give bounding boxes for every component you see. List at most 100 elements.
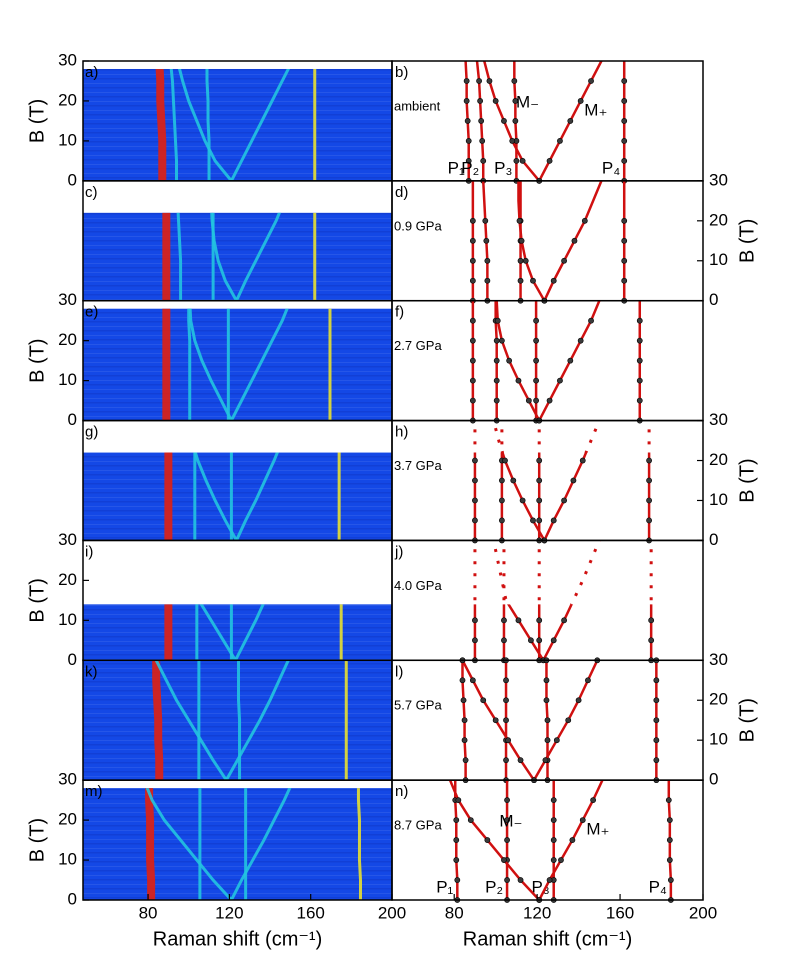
data-point bbox=[530, 517, 536, 524]
data-point bbox=[516, 217, 523, 224]
x-tick-label: 200 bbox=[378, 903, 406, 922]
data-point bbox=[464, 118, 471, 124]
y-tick-label: 20 bbox=[709, 450, 728, 469]
data-point bbox=[493, 337, 500, 344]
y-tick-label: 20 bbox=[58, 90, 77, 109]
x-tick-label: 120 bbox=[523, 903, 551, 922]
data-point bbox=[504, 837, 510, 843]
data-point bbox=[486, 78, 493, 84]
data-point bbox=[480, 157, 487, 164]
data-point bbox=[536, 457, 543, 464]
data-point bbox=[484, 837, 491, 843]
data-point bbox=[511, 78, 518, 84]
data-point bbox=[653, 717, 660, 724]
data-point bbox=[553, 737, 560, 744]
y-tick-label: 10 bbox=[58, 370, 77, 389]
y-tick-label: 20 bbox=[58, 330, 77, 349]
data-point bbox=[653, 697, 660, 704]
data-point bbox=[621, 78, 628, 84]
heatmap-texture bbox=[83, 212, 392, 301]
fit-line bbox=[495, 300, 541, 421]
data-point bbox=[477, 98, 484, 104]
data-point bbox=[575, 697, 582, 704]
data-point bbox=[461, 737, 468, 744]
heatmap-stripe bbox=[187, 308, 192, 421]
data-point bbox=[653, 737, 660, 744]
y-tick-label: 0 bbox=[68, 889, 77, 908]
data-point bbox=[517, 257, 524, 264]
heatmap-stripe bbox=[176, 212, 183, 301]
y-axis-title: B (T) bbox=[26, 99, 48, 143]
data-point bbox=[501, 857, 507, 863]
data-point bbox=[469, 277, 476, 284]
data-point bbox=[666, 817, 673, 823]
data-point bbox=[519, 497, 526, 504]
data-point bbox=[494, 317, 501, 324]
fit-line-extrapolated bbox=[569, 540, 601, 605]
y-tick-label: 0 bbox=[68, 650, 77, 669]
pressure-label: 8.7 GPa bbox=[394, 818, 442, 833]
data-point bbox=[503, 677, 509, 684]
data-point bbox=[469, 357, 476, 364]
fit-line-extrapolated bbox=[492, 540, 511, 605]
data-point bbox=[533, 397, 539, 404]
data-point bbox=[665, 797, 672, 804]
panel-frame bbox=[391, 539, 704, 662]
y-tick-label: 0 bbox=[709, 530, 718, 549]
data-point bbox=[550, 797, 557, 804]
data-point bbox=[469, 677, 476, 684]
data-point bbox=[571, 237, 578, 244]
panel-label: g) bbox=[85, 424, 98, 441]
data-point bbox=[469, 317, 476, 324]
y-tick-label: 30 bbox=[709, 650, 728, 669]
data-point bbox=[621, 98, 628, 104]
x-tick-label: 80 bbox=[139, 903, 158, 922]
data-point bbox=[498, 337, 505, 344]
panel-label: f) bbox=[395, 304, 404, 321]
data-point bbox=[472, 477, 478, 484]
data-point bbox=[469, 397, 476, 404]
data-point bbox=[472, 617, 478, 624]
data-point bbox=[492, 717, 499, 724]
heatmap-stripe bbox=[230, 308, 289, 421]
heatmap-stripe bbox=[210, 212, 238, 301]
panel-label: c) bbox=[85, 184, 98, 201]
data-point bbox=[588, 78, 594, 84]
heatmap-stripe bbox=[205, 68, 211, 181]
data-point bbox=[493, 357, 500, 364]
fit-line-extrapolated bbox=[492, 420, 505, 453]
data-point bbox=[522, 257, 529, 264]
data-point bbox=[504, 797, 510, 804]
panel-label: i) bbox=[85, 543, 93, 560]
data-point bbox=[472, 517, 478, 524]
data-point bbox=[579, 817, 586, 823]
data-point bbox=[590, 797, 597, 804]
data-point bbox=[502, 457, 508, 464]
data-point bbox=[503, 757, 509, 764]
data-point bbox=[518, 237, 525, 244]
data-point bbox=[557, 377, 563, 384]
panel-frame bbox=[391, 419, 704, 542]
data-point bbox=[621, 277, 628, 284]
data-point bbox=[646, 477, 652, 484]
y-tick-label: 10 bbox=[58, 130, 77, 149]
fit-line-extrapolated bbox=[584, 420, 601, 453]
data-point bbox=[472, 457, 478, 464]
x-tick-label: 120 bbox=[215, 903, 243, 922]
pressure-label: 0.9 GPa bbox=[394, 218, 442, 233]
data-point bbox=[469, 237, 476, 244]
data-point bbox=[533, 337, 539, 344]
data-point bbox=[493, 377, 500, 384]
heatmap-stripe bbox=[237, 660, 242, 781]
y-axis-title: B (T) bbox=[26, 338, 48, 382]
data-point bbox=[498, 497, 505, 504]
y-tick-label: 20 bbox=[709, 210, 728, 229]
panel-frame bbox=[391, 779, 704, 901]
data-point bbox=[569, 837, 576, 843]
data-point bbox=[509, 138, 516, 144]
mode-label: P₄ bbox=[602, 158, 620, 177]
data-point bbox=[505, 737, 512, 744]
data-point bbox=[543, 677, 550, 684]
y-tick-label: 0 bbox=[709, 290, 718, 309]
heatmap-stripe bbox=[235, 212, 281, 301]
